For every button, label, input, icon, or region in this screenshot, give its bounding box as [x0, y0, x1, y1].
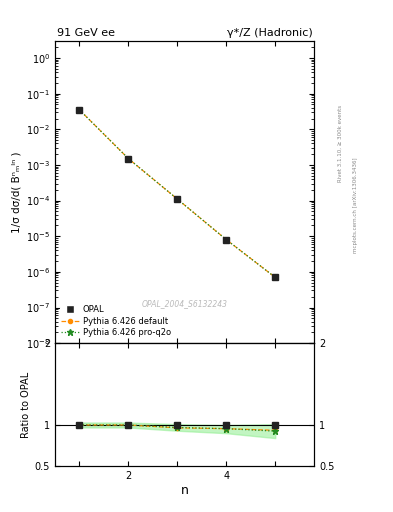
Text: 91 GeV ee: 91 GeV ee [57, 28, 115, 38]
X-axis label: n: n [181, 483, 189, 497]
Text: mcplots.cern.ch [arXiv:1306.3436]: mcplots.cern.ch [arXiv:1306.3436] [353, 157, 358, 252]
Legend: OPAL, Pythia 6.426 default, Pythia 6.426 pro-q2o: OPAL, Pythia 6.426 default, Pythia 6.426… [59, 304, 172, 339]
Y-axis label: 1/σ dσ/d( Bⁿₘᴵⁿ ): 1/σ dσ/d( Bⁿₘᴵⁿ ) [12, 152, 22, 233]
Text: γ*/Z (Hadronic): γ*/Z (Hadronic) [227, 28, 312, 38]
Text: Rivet 3.1.10, ≥ 300k events: Rivet 3.1.10, ≥ 300k events [338, 105, 342, 182]
Y-axis label: Ratio to OPAL: Ratio to OPAL [20, 371, 31, 438]
Text: OPAL_2004_S6132243: OPAL_2004_S6132243 [142, 300, 228, 308]
